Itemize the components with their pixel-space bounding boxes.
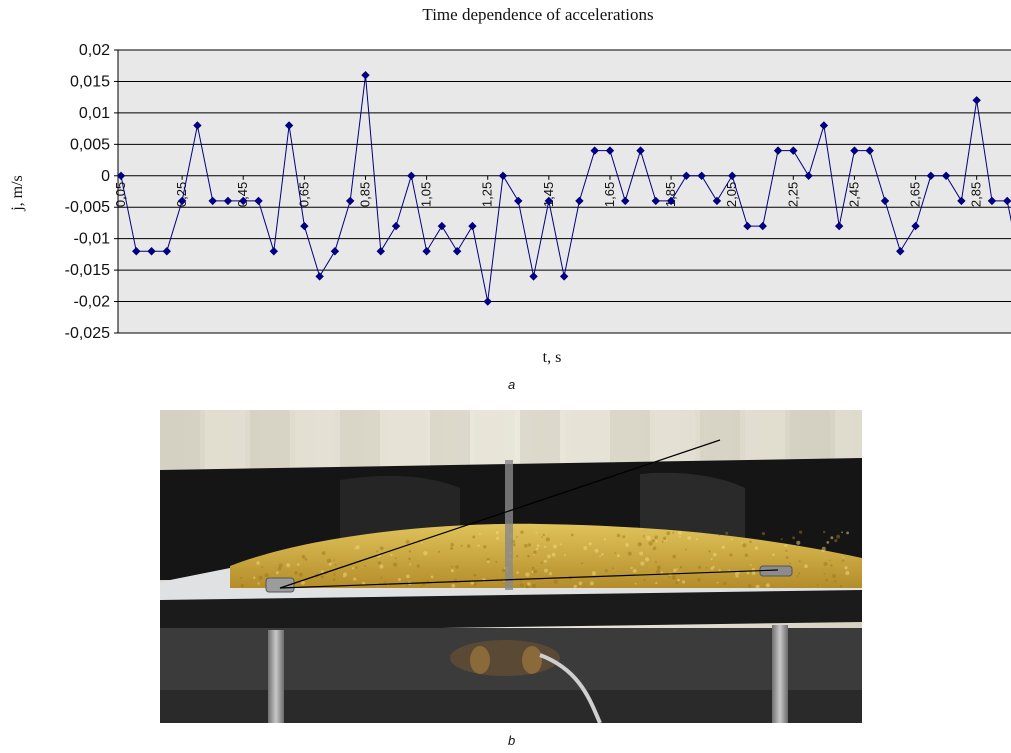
y-tick-label: 0,005 — [70, 136, 110, 153]
data-point — [911, 221, 920, 231]
data-point — [391, 221, 401, 231]
data-point — [193, 121, 202, 130]
data-point — [941, 171, 951, 180]
data-point — [239, 196, 248, 206]
y-tick-label: 0,02 — [79, 42, 110, 59]
gridlines — [114, 49, 1011, 334]
data-point — [498, 171, 508, 180]
data-point — [605, 146, 615, 155]
data-point — [330, 247, 340, 256]
data-point — [422, 247, 431, 256]
data-point — [590, 146, 599, 155]
data-point — [1003, 196, 1011, 206]
data-point — [208, 196, 217, 206]
data-point — [743, 221, 752, 231]
data-point — [162, 247, 172, 256]
y-tick-label: -0,01 — [74, 231, 111, 248]
data-point — [147, 247, 156, 256]
data-point — [712, 196, 722, 206]
y-tick-label: 0,01 — [79, 105, 110, 122]
data-point — [452, 247, 462, 256]
y-tick-label: -0,005 — [65, 199, 110, 216]
x-tick-label: 2,25 — [785, 182, 800, 207]
data-point — [926, 171, 936, 180]
data-point — [850, 146, 859, 155]
data-point — [865, 146, 874, 155]
data-point — [284, 121, 294, 130]
data-point — [529, 272, 538, 281]
data-point — [651, 196, 660, 206]
data-point — [514, 196, 523, 206]
data-point — [575, 196, 584, 206]
y-tick-label: -0,015 — [65, 262, 110, 279]
x-tick-label: 1,25 — [480, 182, 495, 207]
data-point — [987, 196, 997, 206]
data-point — [636, 146, 645, 155]
data-point — [315, 272, 324, 281]
data-point — [819, 121, 829, 130]
data-point — [789, 146, 798, 155]
data-point — [177, 196, 187, 206]
data-point — [728, 171, 737, 180]
x-tick-label: 2,45 — [846, 182, 861, 207]
data-point — [621, 196, 630, 206]
data-point — [682, 171, 691, 180]
y-tick-label: 0,015 — [70, 73, 110, 90]
data-point — [758, 221, 767, 231]
series-markers — [116, 70, 1011, 306]
data-point — [269, 247, 278, 256]
data-point — [254, 196, 263, 206]
data-point — [223, 196, 233, 206]
x-axis-label: t, s — [543, 349, 562, 366]
data-point — [834, 221, 844, 231]
data-point — [896, 247, 905, 256]
acceleration-chart: Time dependence of accelerations 0,020,0… — [9, 5, 1011, 366]
x-tick-label: 2,65 — [908, 182, 923, 207]
data-point — [116, 171, 126, 180]
x-tick-label: 0,85 — [357, 182, 372, 207]
data-point — [957, 196, 966, 206]
data-point — [972, 96, 981, 105]
y-tick-labels: 0,02 0,015 0,01 0,005 0 -0,005 -0,01 -0,015 -0,0… — [65, 42, 110, 342]
data-point — [666, 196, 676, 206]
caption-b: b — [508, 733, 516, 748]
x-tick-label: 1,65 — [602, 182, 617, 207]
data-point — [697, 171, 706, 180]
data-point — [804, 171, 813, 180]
y-axis-label: j, m/s — [9, 175, 26, 212]
y-tick-label: -0,025 — [65, 325, 110, 342]
data-point — [559, 272, 569, 281]
data-point — [361, 70, 370, 80]
x-tick-label: 2,85 — [969, 182, 984, 207]
data-point — [407, 171, 416, 180]
x-tick-label: 1,05 — [419, 182, 434, 207]
y-tick-label: -0,02 — [74, 294, 111, 311]
data-point — [544, 196, 554, 206]
caption-a: a — [508, 377, 516, 392]
data-point — [132, 247, 141, 256]
data-point — [483, 297, 492, 306]
data-point — [880, 196, 890, 206]
chart-title: Time dependence of accelerations — [422, 5, 653, 24]
x-tick-label: 0,05 — [113, 182, 128, 207]
data-point — [437, 221, 447, 231]
plot-area — [118, 50, 1011, 333]
y-tick-label: 0 — [101, 168, 110, 185]
data-point — [346, 196, 355, 206]
data-point — [468, 221, 477, 231]
data-point — [300, 221, 309, 231]
data-point — [773, 146, 783, 155]
data-point — [376, 247, 385, 256]
experimental-setup-photo — [160, 410, 862, 723]
